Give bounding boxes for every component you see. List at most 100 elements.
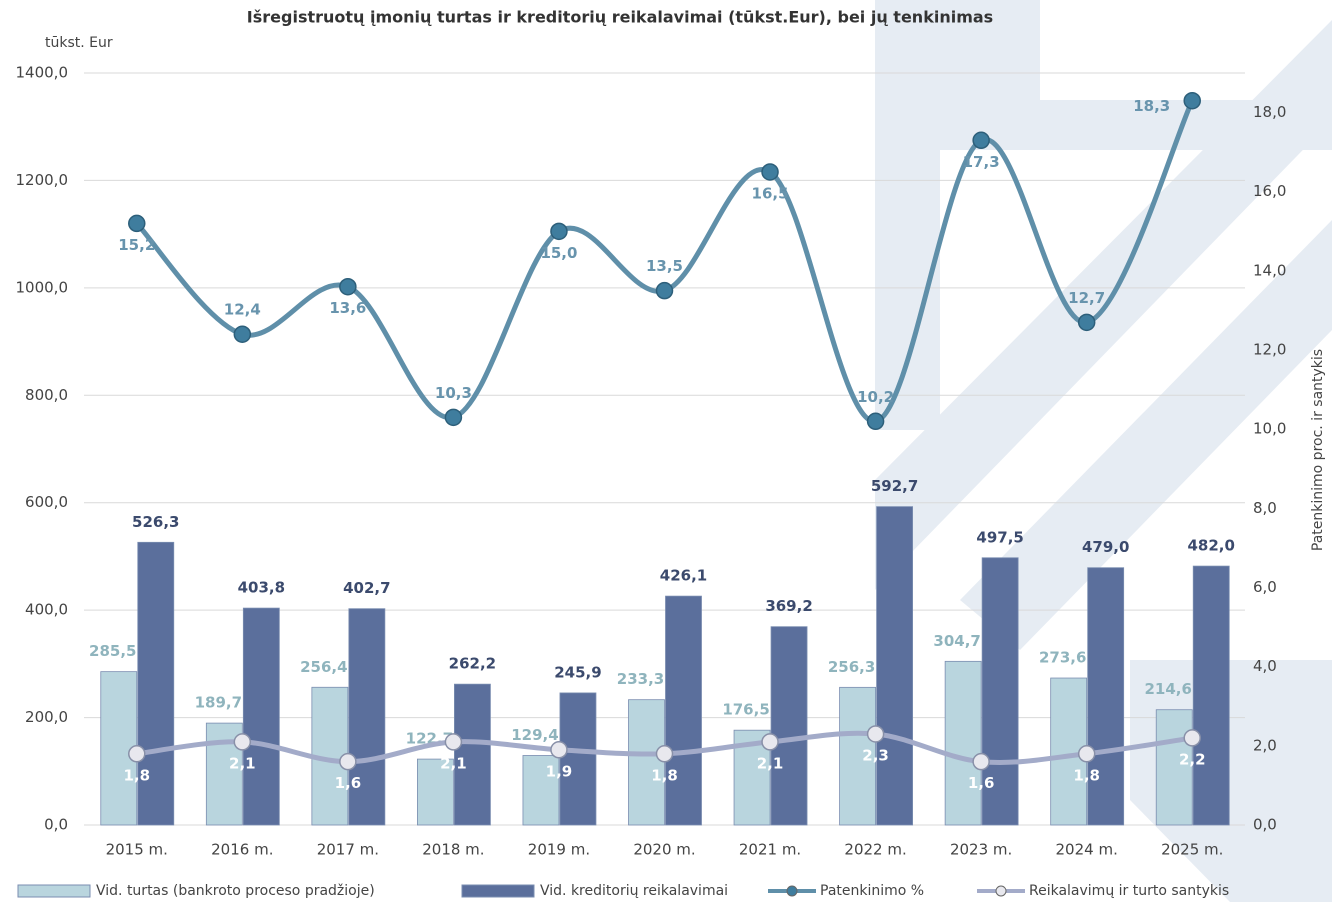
point (655, 281, 674, 300)
data-label: 1,8 (123, 766, 150, 784)
y-tick-label: 600,0 (25, 493, 68, 511)
point (1183, 91, 1201, 110)
data-label: 402,7 (343, 579, 390, 597)
point (550, 222, 568, 241)
x-tick-label: 2022 m. (844, 841, 906, 859)
bar (1192, 565, 1230, 826)
point (233, 325, 252, 343)
point (128, 745, 146, 763)
y-tick-label: 1400,0 (16, 64, 69, 82)
y-tick-label: 800,0 (25, 386, 68, 404)
point (444, 733, 463, 751)
point (972, 752, 990, 771)
y-tick-label: 1000,0 (16, 278, 69, 296)
point (1077, 313, 1096, 332)
data-label: 12,7 (1068, 289, 1105, 307)
data-label: 189,7 (195, 694, 242, 712)
y-tick-label: 400,0 (25, 601, 68, 619)
point (339, 277, 357, 296)
data-label: 10,2 (857, 388, 894, 406)
bar (1155, 709, 1193, 826)
legend-swatch (17, 884, 91, 898)
data-label: 2,1 (229, 754, 256, 772)
data-label: 10,3 (435, 384, 472, 402)
bar (559, 692, 597, 826)
data-label: 369,2 (765, 597, 812, 615)
data-label: 285,5 (89, 642, 136, 660)
data-label: 12,4 (224, 301, 261, 319)
bar (454, 683, 491, 826)
data-label: 1,8 (1073, 766, 1100, 784)
x-tick-label: 2017 m. (317, 841, 379, 859)
data-label: 2,1 (757, 754, 784, 772)
data-label: 18,3 (1133, 97, 1170, 115)
x-tick-label: 2021 m. (739, 841, 801, 859)
y2-axis-title: Patenkinimo proc. ir santykis (1310, 349, 1326, 551)
data-label: 15,0 (540, 244, 577, 262)
data-label: 2,2 (1179, 750, 1206, 768)
point (444, 408, 463, 427)
y2-tick-label: 16,0 (1253, 182, 1286, 200)
data-label: 13,6 (329, 299, 366, 317)
data-label: 592,7 (871, 477, 918, 495)
point (866, 412, 885, 431)
data-label: 176,5 (722, 701, 769, 719)
bar (137, 541, 175, 826)
data-label: 1,8 (651, 766, 678, 784)
bar (242, 607, 280, 826)
bar (665, 595, 702, 826)
point (655, 745, 674, 763)
data-label: 214,6 (1145, 680, 1192, 698)
bar (522, 755, 560, 826)
data-label: 13,5 (646, 257, 683, 275)
x-tick-label: 2016 m. (211, 841, 273, 859)
y-tick-label: 0,0 (44, 816, 68, 834)
legend-label: Reikalavimų ir turto santykis (1029, 883, 1229, 899)
chart-title: Išregistruotų įmonių turtas ir kreditori… (247, 8, 993, 27)
x-tick-label: 2019 m. (528, 841, 590, 859)
x-tick-label: 2023 m. (950, 841, 1012, 859)
x-tick-label: 2015 m. (106, 841, 168, 859)
data-label: 17,3 (963, 153, 1000, 171)
x-tick-label: 2024 m. (1056, 841, 1118, 859)
point (550, 741, 568, 759)
bar (839, 686, 876, 826)
data-label: 262,2 (449, 655, 496, 673)
bar (944, 660, 982, 826)
bar (417, 758, 454, 826)
data-label: 245,9 (554, 663, 601, 681)
data-label: 16,5 (752, 184, 789, 202)
data-label: 403,8 (238, 579, 285, 597)
x-tick-label: 2020 m. (633, 841, 695, 859)
data-label: 1,9 (546, 762, 573, 780)
data-label: 233,3 (617, 670, 664, 688)
data-label: 2,3 (862, 746, 889, 764)
point (233, 733, 252, 751)
y-axis-title: tūkst. Eur (45, 35, 113, 51)
y2-tick-label: 10,0 (1253, 420, 1286, 438)
point (128, 214, 146, 233)
y2-tick-label: 8,0 (1253, 499, 1277, 517)
data-label: 426,1 (660, 567, 707, 585)
point (1077, 745, 1096, 763)
point (761, 733, 779, 751)
y2-tick-label: 0,0 (1253, 816, 1277, 834)
data-label: 256,3 (828, 658, 875, 676)
y2-tick-label: 14,0 (1253, 261, 1286, 279)
data-label: 497,5 (976, 528, 1023, 546)
x-tick-label: 2025 m. (1161, 841, 1223, 859)
point (761, 163, 779, 181)
data-label: 129,4 (511, 726, 558, 744)
y2-tick-label: 18,0 (1253, 103, 1286, 121)
legend-label: Vid. kreditorių reikalavimai (540, 883, 728, 899)
y2-tick-label: 2,0 (1253, 736, 1277, 754)
data-label: 1,6 (335, 774, 362, 792)
data-label: 482,0 (1188, 537, 1235, 555)
data-label: 526,3 (132, 513, 179, 531)
bar (770, 626, 808, 826)
data-label: 273,6 (1039, 649, 1086, 667)
data-label: 304,7 (933, 632, 980, 650)
legend-swatch (786, 885, 798, 897)
legend-label: Patenkinimo % (820, 883, 924, 899)
